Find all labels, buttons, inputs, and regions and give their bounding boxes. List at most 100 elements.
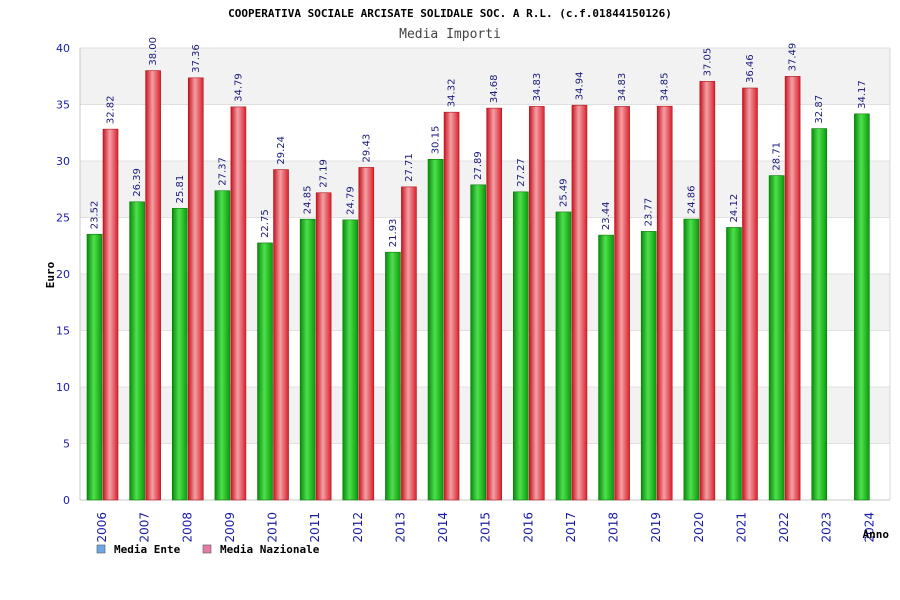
value-label: 32.87 [814, 95, 825, 124]
value-label: 28.71 [772, 142, 783, 171]
value-labels: 23.52 32.82 26.39 38.00 25.81 37.36 27.37 34.79… [90, 37, 868, 247]
x-tick-label: 2024 [862, 512, 876, 543]
x-tick-label: 2009 [223, 512, 237, 543]
bar-media-nazionale [784, 76, 801, 501]
value-label: 37.49 [788, 43, 799, 72]
bar-media-ente [171, 208, 188, 501]
bar-media-nazionale [742, 87, 758, 501]
chart-title: COOPERATIVA SOCIALE ARCISATE SOLIDALE SO… [228, 7, 672, 20]
x-tick-label: 2015 [479, 512, 493, 543]
value-label: 23.52 [90, 201, 101, 230]
bar-media-nazionale [358, 167, 375, 501]
bar-media-ente [683, 218, 700, 501]
bar-media-nazionale [401, 186, 417, 501]
x-axis: 2006 2007 2008 2009 2010 2011 2012 2013 2014 2015… [95, 512, 876, 543]
x-tick-label: 2013 [393, 512, 407, 543]
bar-media-ente [555, 211, 572, 501]
x-tick-label: 2019 [649, 512, 663, 543]
value-label: 24.12 [729, 194, 740, 223]
y-tick-label: 30 [56, 155, 70, 168]
bar-media-ente [598, 234, 614, 501]
x-tick-label: 2021 [734, 512, 748, 543]
value-label: 34.83 [532, 73, 543, 102]
x-tick-label: 2020 [692, 512, 706, 543]
bar-media-ente [214, 190, 231, 501]
legend-swatch-media-nazionale [202, 544, 212, 554]
value-label: 29.24 [276, 136, 287, 165]
bar-media-ente [768, 175, 785, 501]
value-label: 24.79 [345, 186, 356, 215]
bar-media-ente [299, 218, 316, 501]
bar-media-nazionale [614, 106, 630, 501]
bar-media-nazionale [187, 77, 204, 501]
value-label: 27.19 [319, 159, 330, 188]
y-tick-label: 15 [56, 325, 70, 338]
value-label: 34.32 [447, 79, 458, 108]
bar-media-ente [129, 201, 145, 501]
bar-media-nazionale [443, 111, 460, 501]
bar-media-ente [854, 113, 870, 501]
y-tick-label: 25 [56, 212, 70, 225]
legend-label-media-nazionale: Media Nazionale [220, 543, 320, 556]
value-label: 37.36 [191, 44, 202, 73]
value-label: 25.49 [558, 178, 569, 207]
bar-media-nazionale [699, 81, 716, 501]
x-tick-label: 2022 [777, 512, 791, 543]
value-label: 23.44 [601, 201, 612, 230]
bar-media-nazionale [102, 128, 119, 501]
value-label: 21.93 [388, 219, 399, 248]
y-axis: 0 5 10 15 20 25 30 35 40 [56, 42, 70, 507]
bar-media-nazionale [273, 169, 289, 501]
bar-media-nazionale [656, 105, 673, 501]
value-label: 27.71 [404, 153, 415, 182]
value-label: 32.82 [106, 95, 117, 124]
x-tick-label: 2008 [180, 512, 194, 543]
bar-media-ente [811, 128, 828, 501]
x-tick-label: 2018 [607, 512, 621, 543]
value-label: 34.83 [617, 73, 628, 102]
chart-subtitle: Media Importi [399, 27, 501, 42]
x-tick-label: 2017 [564, 512, 578, 543]
y-axis-label: Euro [44, 261, 57, 288]
bar-media-ente [257, 242, 273, 501]
value-label: 27.89 [473, 151, 484, 180]
value-label: 24.85 [303, 186, 314, 215]
bar-media-nazionale [529, 106, 545, 501]
x-tick-label: 2006 [95, 512, 109, 543]
x-tick-label: 2011 [308, 512, 322, 543]
legend-swatch-media-ente [96, 544, 106, 554]
bar-media-ente [385, 251, 401, 501]
bar-media-ente [427, 159, 444, 501]
value-label: 26.39 [132, 168, 143, 197]
bar-media-ente [640, 231, 657, 501]
x-tick-label: 2012 [351, 512, 365, 543]
value-label: 38.00 [148, 37, 159, 66]
y-tick-label: 10 [56, 381, 70, 394]
bar-media-ente [86, 233, 103, 501]
legend: Media Ente Media Nazionale [96, 543, 320, 556]
value-label: 27.37 [217, 157, 228, 186]
value-label: 37.05 [702, 48, 713, 77]
x-axis-label: Anno [863, 528, 890, 541]
value-label: 24.86 [686, 185, 697, 214]
bar-media-ente [342, 219, 359, 501]
x-tick-label: 2007 [138, 512, 152, 543]
bar-media-ente [470, 184, 486, 501]
y-tick-label: 5 [63, 438, 70, 451]
x-tick-label: 2016 [521, 512, 535, 543]
bar-media-nazionale [486, 107, 502, 501]
y-tick-label: 35 [56, 99, 70, 112]
bar-media-nazionale [145, 70, 161, 501]
bar-media-nazionale [315, 192, 332, 501]
value-label: 34.68 [489, 74, 500, 103]
y-tick-label: 40 [56, 42, 70, 55]
value-label: 27.27 [516, 158, 527, 187]
value-label: 25.81 [175, 175, 186, 204]
value-label: 30.15 [431, 126, 442, 155]
x-tick-label: 2014 [436, 512, 450, 543]
value-label: 34.85 [660, 73, 671, 102]
bar-media-ente [513, 191, 529, 501]
legend-label-media-ente: Media Ente [114, 543, 181, 556]
value-label: 36.46 [745, 54, 756, 83]
